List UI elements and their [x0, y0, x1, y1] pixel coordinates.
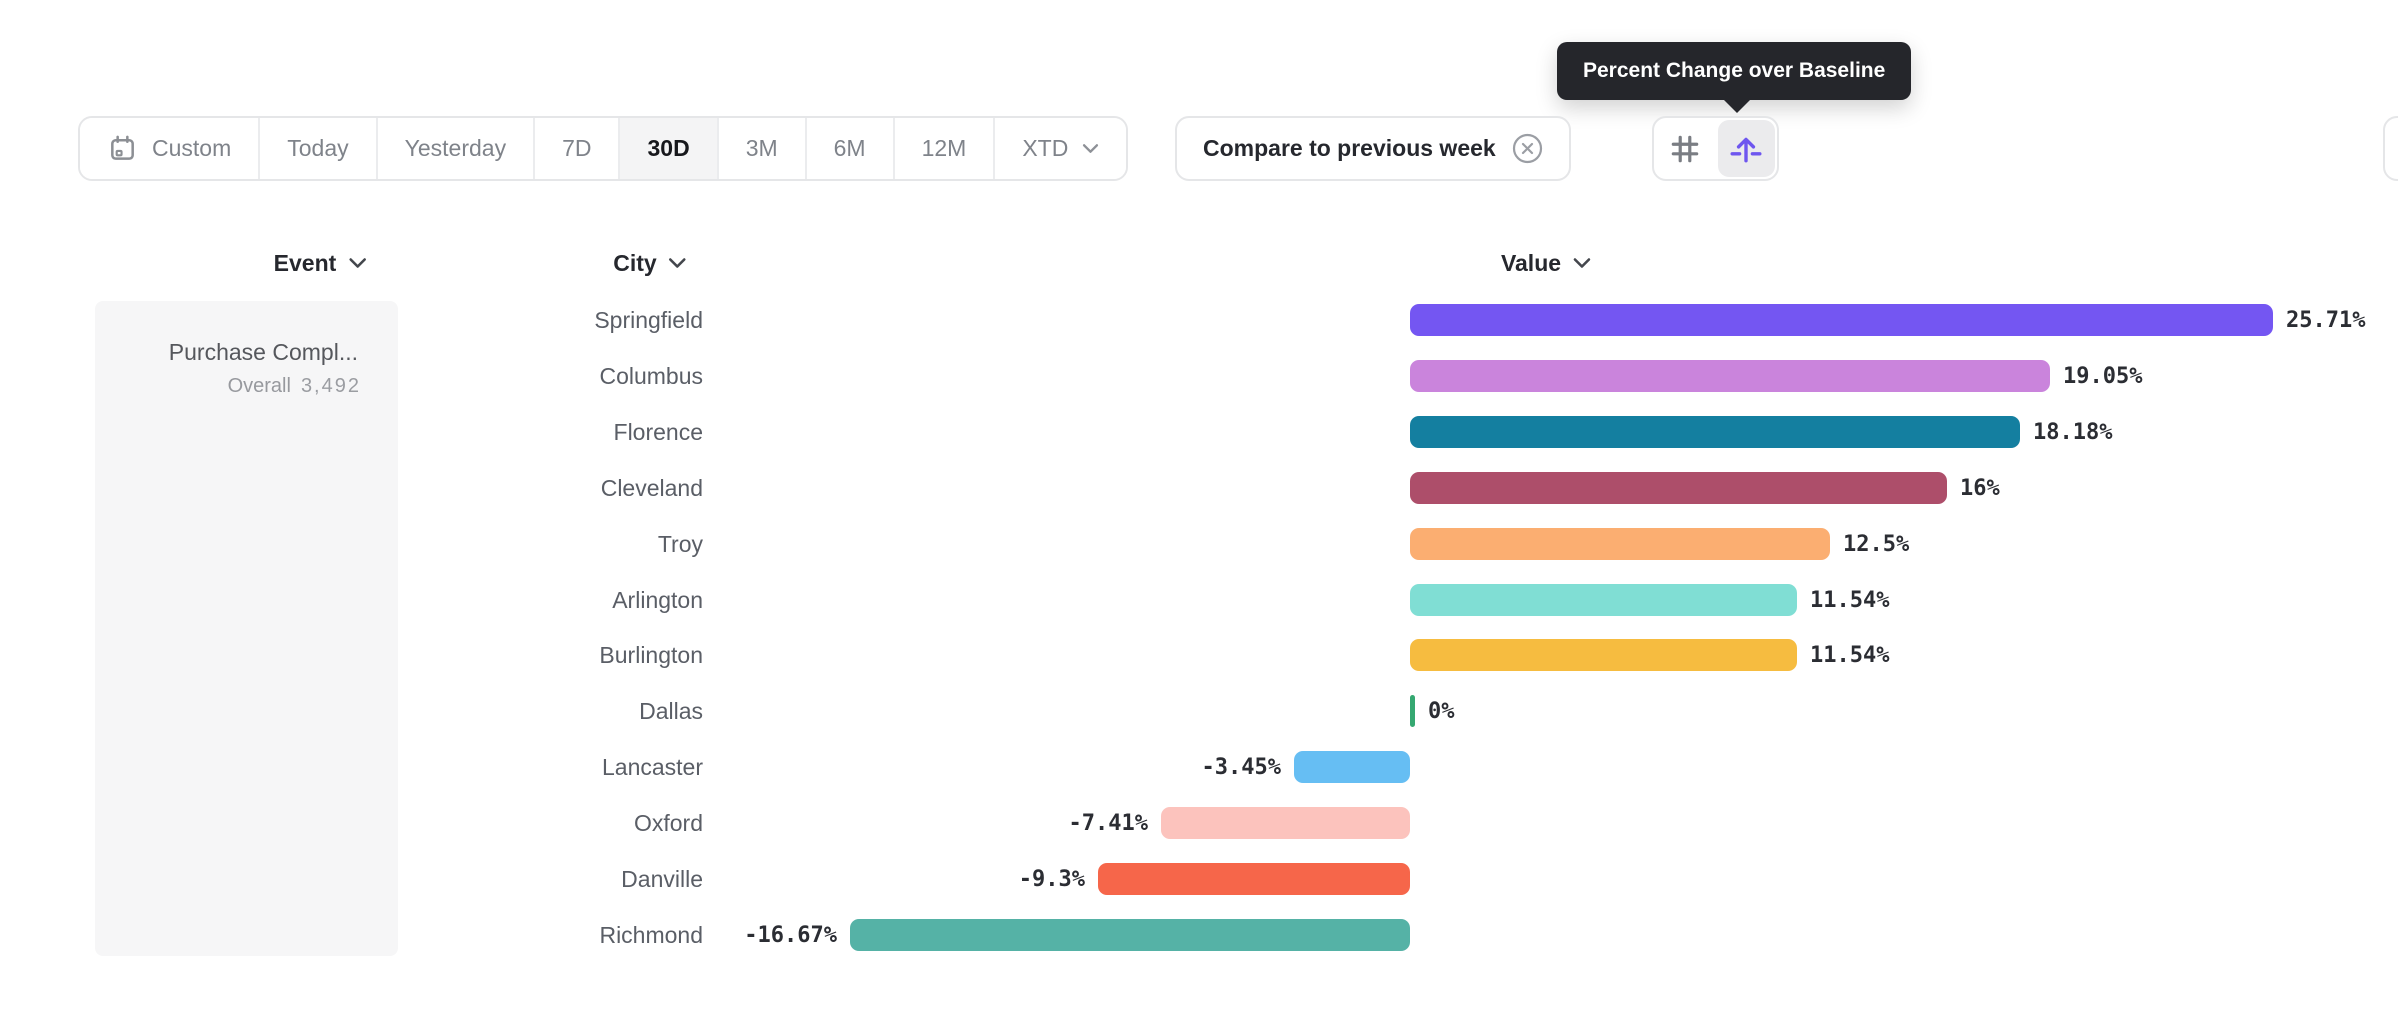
date-range-custom[interactable]: Custom	[80, 118, 261, 179]
percent-change-toggle[interactable]	[1717, 120, 1775, 177]
date-range-label: 6M	[833, 135, 866, 161]
date-range-label: 3M	[745, 135, 778, 161]
date-range-label: XTD	[1022, 135, 1069, 161]
bar-value-label: -16.67%	[744, 923, 837, 948]
clipped-right-button[interactable]	[2383, 116, 2398, 181]
bar-troy[interactable]	[1410, 528, 1830, 560]
bar-value-label: 11.54%	[1810, 643, 1890, 668]
bar-value-label: 18.18%	[2033, 420, 2113, 445]
grid-values-toggle[interactable]	[1656, 120, 1714, 177]
date-range-label: 7D	[562, 135, 592, 161]
grid-icon	[1668, 132, 1702, 166]
city-label: Dallas	[639, 698, 703, 724]
bar-value-label: -7.41%	[1068, 811, 1148, 836]
compare-label: Compare to previous week	[1203, 135, 1496, 161]
date-range-30d[interactable]: 30D	[620, 118, 719, 179]
date-range-today[interactable]: Today	[260, 118, 378, 179]
tooltip-arrow	[1723, 99, 1751, 113]
column-header-value-label: Value	[1500, 249, 1562, 276]
bar-cleveland[interactable]	[1410, 472, 1947, 504]
date-range-12m[interactable]: 12M	[894, 118, 996, 179]
chevron-down-icon	[1573, 257, 1591, 269]
event-overall-label: Overall	[227, 375, 291, 397]
date-range-yesterday[interactable]: Yesterday	[377, 118, 536, 179]
column-header-city-label: City	[613, 249, 657, 276]
city-label: Columbus	[599, 363, 703, 389]
city-label: Troy	[657, 531, 703, 557]
chevron-down-icon	[669, 257, 687, 269]
bar-florence[interactable]	[1410, 416, 2020, 448]
city-label: Richmond	[599, 922, 703, 948]
date-range-label: 12M	[921, 135, 967, 161]
chevron-down-icon	[1082, 143, 1099, 154]
city-label: Arlington	[612, 587, 703, 613]
compare-button[interactable]: Compare to previous week	[1175, 116, 1571, 181]
column-header-event[interactable]: Event	[274, 246, 367, 280]
bar-value-label: -9.3%	[1018, 867, 1085, 892]
column-header-value[interactable]: Value	[1501, 246, 1591, 280]
tooltip-text: Percent Change over Baseline	[1583, 59, 1886, 82]
date-range-group: Custom Today Yesterday 7D 30D 3M 6M 12M XTD	[78, 116, 1129, 181]
bar-dallas[interactable]	[1410, 695, 1415, 727]
city-label: Burlington	[599, 642, 703, 668]
chevron-down-icon	[348, 257, 366, 269]
date-range-label: 30D	[647, 135, 690, 161]
city-label: Danville	[621, 866, 703, 892]
calendar-icon	[107, 133, 138, 164]
bar-value-label: 16%	[1960, 476, 2000, 501]
date-range-xtd[interactable]: XTD	[995, 118, 1127, 179]
bar-columbus[interactable]	[1410, 360, 2050, 392]
bar-burlington[interactable]	[1410, 639, 1797, 671]
date-range-label: Yesterday	[404, 135, 507, 161]
bar-richmond[interactable]	[850, 919, 1410, 951]
city-label: Oxford	[633, 810, 703, 836]
chart-value-toggle-group	[1652, 116, 1779, 181]
bar-lancaster[interactable]	[1294, 751, 1410, 783]
bar-danville[interactable]	[1098, 863, 1410, 895]
event-overall: Overall 3,492	[228, 375, 361, 398]
date-range-label: Today	[287, 135, 349, 161]
bar-value-label: 19.05%	[2063, 364, 2143, 389]
bar-value-label: -3.45%	[1201, 755, 1281, 780]
circle-x-icon[interactable]	[1512, 133, 1543, 164]
date-range-label: Custom	[152, 135, 232, 161]
date-range-6m[interactable]: 6M	[806, 118, 895, 179]
city-label: Springfield	[594, 307, 703, 333]
date-range-3m[interactable]: 3M	[718, 118, 807, 179]
bar-arlington[interactable]	[1410, 584, 1797, 616]
bar-oxford[interactable]	[1161, 807, 1410, 839]
bar-value-label: 12.5%	[1843, 532, 1910, 557]
column-header-event-label: Event	[273, 249, 337, 276]
bar-value-label: 0%	[1428, 699, 1455, 724]
city-label: Florence	[613, 419, 703, 445]
column-header-city[interactable]: City	[613, 246, 687, 280]
event-card[interactable]: Purchase Compl... Overall 3,492	[95, 301, 398, 956]
arrow-up-baseline-icon	[1729, 132, 1763, 166]
event-name: Purchase Compl...	[168, 339, 358, 365]
city-label: Lancaster	[601, 754, 703, 780]
city-label: Cleveland	[600, 475, 703, 501]
event-overall-value: 3,492	[300, 375, 361, 397]
bar-value-label: 11.54%	[1810, 588, 1890, 613]
date-range-7d[interactable]: 7D	[535, 118, 621, 179]
tooltip: Percent Change over Baseline	[1557, 42, 1912, 100]
bar-value-label: 25.71%	[2286, 308, 2366, 333]
bar-springfield[interactable]	[1410, 304, 2273, 336]
